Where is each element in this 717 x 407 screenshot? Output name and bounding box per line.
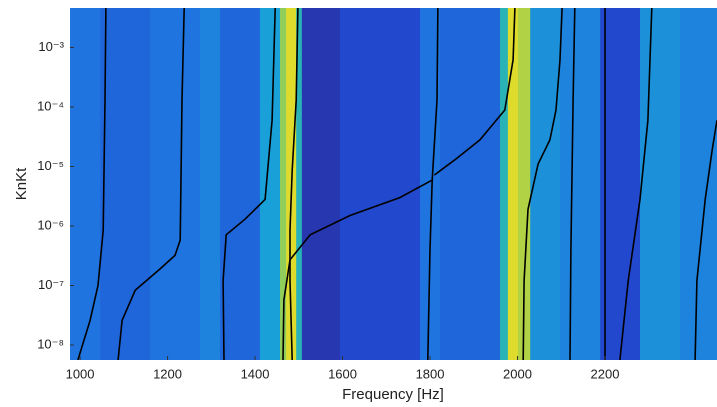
- curves: [77, 8, 717, 360]
- curve: [427, 8, 439, 360]
- x-tick-label: 1400: [241, 366, 270, 381]
- curve: [282, 179, 433, 360]
- heat-cell: [507, 8, 519, 360]
- curve: [569, 8, 576, 360]
- y-tick-label: 10⁻⁴: [37, 98, 64, 113]
- x-tick-label: 2000: [503, 366, 532, 381]
- heat-cell: [530, 8, 561, 360]
- heat-cell: [339, 8, 421, 360]
- y-tick-label: 10⁻⁷: [38, 277, 64, 292]
- heat-cell: [301, 8, 341, 360]
- axes: 1000 1200 1400 1600 1800 2000 2200 10⁻⁸ 10⁻⁷ 10⁻⁶…: [37, 39, 619, 382]
- heat-cell: [70, 8, 101, 360]
- heat-cell: [679, 8, 717, 360]
- x-tick-label: 2200: [591, 366, 620, 381]
- y-tick-label: 10⁻³: [38, 39, 64, 54]
- heat-cell: [150, 8, 201, 360]
- heat-cell: [100, 8, 151, 360]
- heat-cell: [199, 8, 221, 360]
- heat-cell: [220, 8, 261, 360]
- heat-cell: [259, 8, 281, 360]
- curve: [117, 8, 185, 360]
- y-axis-title: KnKt: [13, 167, 30, 200]
- heat-cell: [440, 8, 501, 360]
- curve: [694, 120, 717, 360]
- y-tick-label: 10⁻⁶: [37, 217, 64, 232]
- curve: [77, 8, 107, 360]
- y-tick-label: 10⁻⁸: [37, 336, 64, 351]
- curve: [619, 8, 653, 360]
- heat-cell: [600, 8, 641, 360]
- heat-cell: [640, 8, 681, 360]
- x-tick-label: 1600: [328, 366, 357, 381]
- y-tick-label: 10⁻⁵: [37, 158, 64, 173]
- heat-cell: [296, 8, 303, 360]
- heat-cell: [559, 8, 601, 360]
- heat-cell: [517, 8, 531, 360]
- heat-cell: [500, 8, 509, 360]
- x-tick-label: 1800: [416, 366, 445, 381]
- curve: [522, 8, 563, 360]
- x-tick-label: 1000: [66, 366, 95, 381]
- curve: [222, 8, 276, 360]
- curve: [433, 8, 516, 176]
- x-tick-label: 1200: [153, 366, 182, 381]
- heat-cell: [419, 8, 441, 360]
- curve: [289, 8, 299, 360]
- heatmap: [70, 8, 717, 360]
- heat-cell: [279, 8, 287, 360]
- x-axis-title: Frequency [Hz]: [342, 386, 444, 403]
